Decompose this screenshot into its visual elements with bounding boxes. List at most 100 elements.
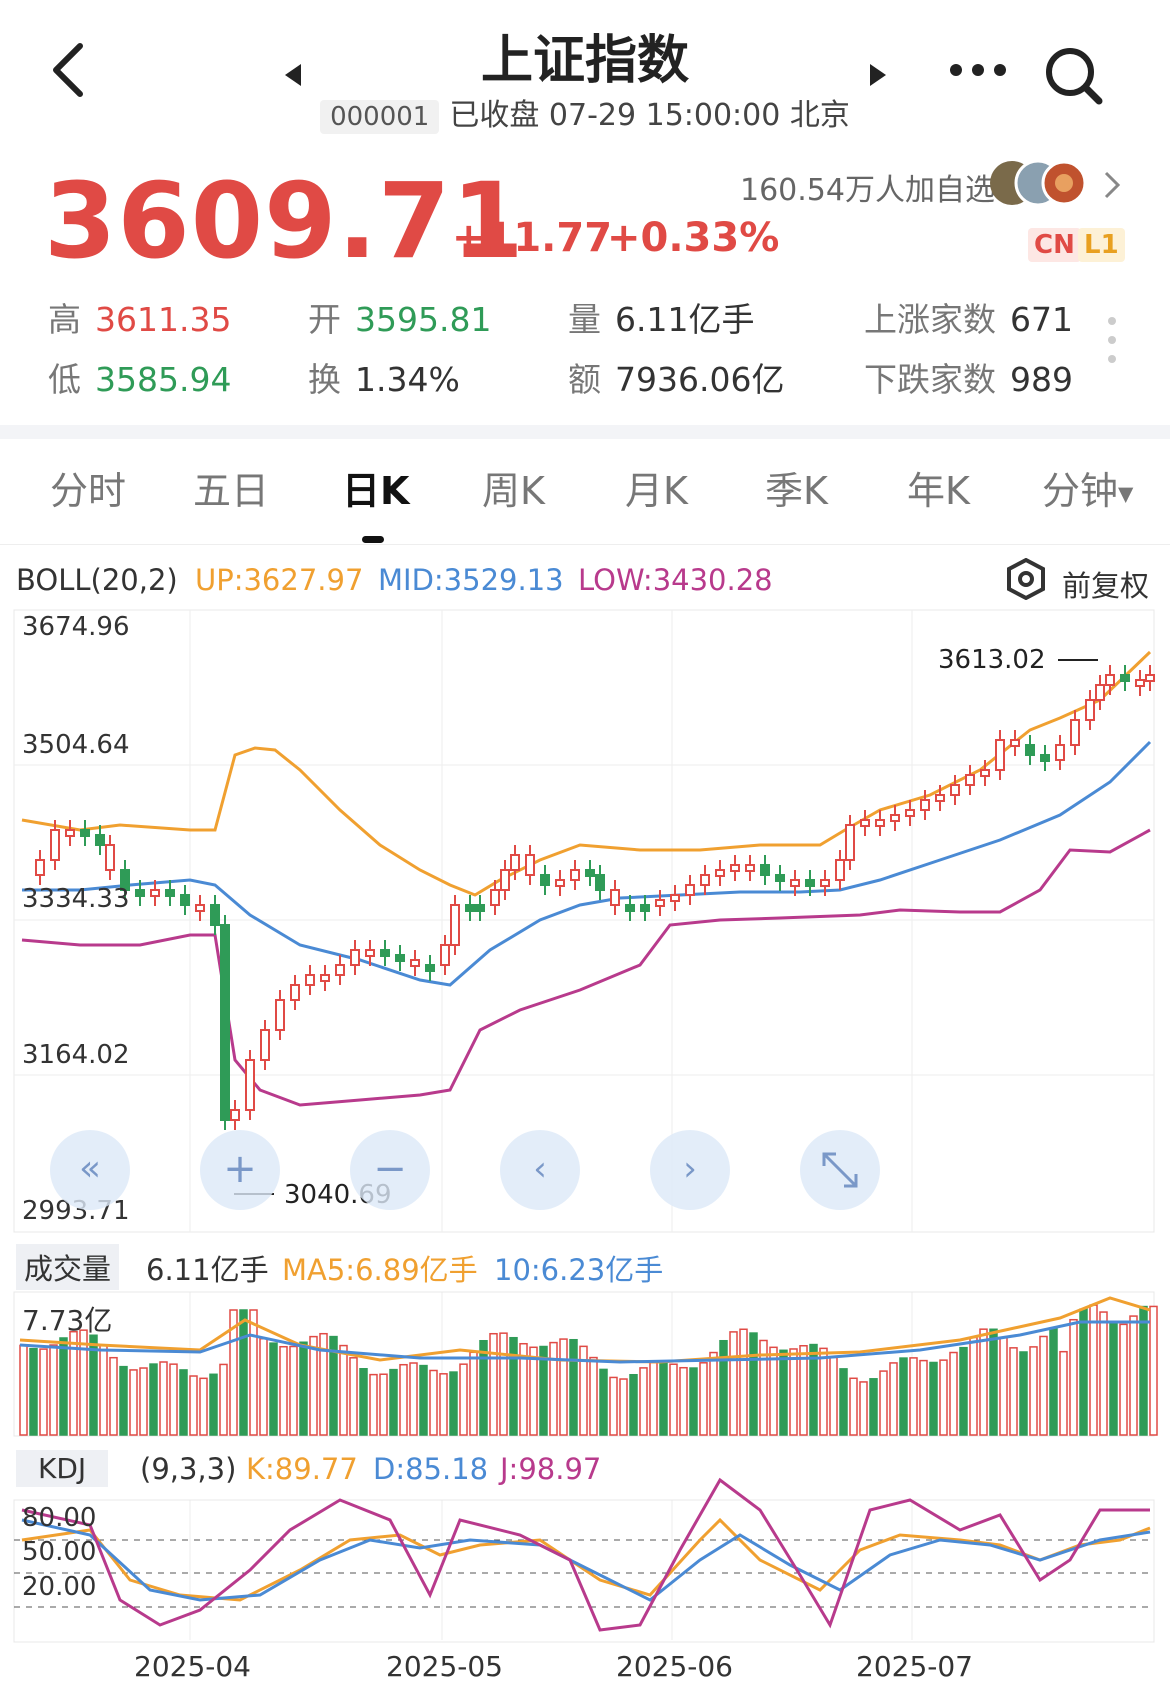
candle-body-73	[1070, 719, 1080, 746]
tab-yearly-k[interactable]: 年K	[907, 469, 970, 513]
scroll-left-fast-button[interactable]: «	[50, 1130, 130, 1210]
next-stock-icon[interactable]	[868, 62, 888, 92]
volume-bar-640	[639, 1367, 648, 1436]
volume-bar-1040	[1039, 1335, 1048, 1436]
candle-body-50	[730, 864, 740, 872]
candle-body-57	[835, 859, 845, 881]
tabs-divider	[0, 544, 1170, 545]
volume-bar-680	[679, 1366, 688, 1436]
boll-mid: MID:3529.13	[378, 563, 564, 597]
l1-badge: L1	[1078, 228, 1125, 262]
search-icon[interactable]	[1043, 45, 1105, 111]
tab-intraday[interactable]: 分时	[50, 469, 127, 513]
scroll-left-button[interactable]: ‹	[500, 1130, 580, 1210]
candle-body-45	[655, 899, 665, 907]
candle-body-56	[820, 879, 830, 887]
candle-body-46	[670, 894, 680, 902]
tab-minute[interactable]: 分钟▼	[1042, 469, 1134, 513]
candle-body-59	[860, 819, 870, 827]
candle-body-17	[260, 1029, 270, 1061]
current-price: 3609.71	[44, 160, 525, 282]
tab-quarterly-k[interactable]: 季K	[765, 469, 828, 513]
volume-bar-40	[39, 1348, 48, 1436]
volume-bar-160	[159, 1361, 168, 1436]
volume-bar-1070	[1069, 1318, 1078, 1436]
candle-body-70	[1025, 744, 1035, 756]
fullscreen-button[interactable]	[800, 1130, 880, 1210]
volume-bar-230	[229, 1309, 238, 1436]
candle-body-36	[525, 854, 535, 876]
candle-body-48	[700, 874, 710, 886]
adjust-mode[interactable]: 前复权	[1062, 569, 1150, 603]
volume-ma5: MA5:6.89亿手	[282, 1253, 478, 1287]
volume-value: 6.11亿手	[146, 1253, 269, 1287]
tab-daily-k[interactable]: 日K	[342, 469, 410, 513]
volume-bar-590	[589, 1356, 598, 1436]
volume-bar-110	[109, 1356, 118, 1436]
settings-icon[interactable]	[1006, 557, 1046, 604]
volume-ma10: 10:6.23亿手	[494, 1253, 664, 1287]
candle-body-72	[1055, 744, 1065, 761]
scroll-right-button[interactable]: ›	[650, 1130, 730, 1210]
volume-bar-670	[669, 1363, 678, 1436]
chevron-right-icon[interactable]	[1103, 170, 1121, 204]
candle-body-37	[540, 874, 550, 886]
stats-more-icon[interactable]	[1106, 315, 1118, 369]
volume-bar-240	[239, 1309, 248, 1436]
volume-bar-1010	[1009, 1347, 1018, 1436]
stock-code: 000001	[320, 100, 440, 134]
volume-bar-470	[469, 1351, 478, 1436]
volume-bar-660	[659, 1360, 668, 1436]
volume-bar-540	[539, 1345, 548, 1436]
zoom-out-button[interactable]: −	[350, 1130, 430, 1210]
x-label-apr: 2025-04	[134, 1650, 251, 1683]
stat-volume: 量 6.11亿手	[568, 300, 755, 339]
volume-label: 成交量	[16, 1244, 120, 1290]
kdj-level-20: 20.00	[22, 1572, 97, 1602]
watcher-avatars[interactable]	[990, 158, 1087, 208]
boll-lower-line	[21, 828, 1151, 1107]
candle-body-7	[120, 869, 130, 891]
candle-body-47	[685, 884, 695, 896]
volume-bar-1130	[1129, 1315, 1138, 1436]
volume-bar-580	[579, 1345, 588, 1436]
volume-bar-790	[789, 1348, 798, 1436]
volume-bar-830	[829, 1356, 838, 1436]
watchers-count[interactable]: 160.54万人加自选	[740, 173, 995, 208]
candle-body-22	[335, 964, 345, 976]
candle-body-74	[1085, 699, 1095, 721]
candle-body-68	[995, 739, 1005, 771]
volume-bar-550	[549, 1341, 558, 1436]
volume-bar-620	[619, 1378, 628, 1436]
volume-bar-850	[849, 1377, 858, 1436]
kline-chart[interactable]	[0, 600, 1170, 1690]
more-icon[interactable]	[948, 62, 1008, 82]
tab-five-day[interactable]: 五日	[193, 469, 270, 513]
volume-bar-980	[979, 1328, 988, 1436]
volume-bar-290	[289, 1345, 298, 1436]
candle-body-58	[845, 824, 855, 861]
volume-bar-780	[779, 1349, 788, 1436]
page-title: 上证指数	[480, 31, 689, 91]
volume-bar-910	[909, 1357, 918, 1436]
prev-stock-icon[interactable]	[283, 62, 303, 92]
candle-body-75	[1095, 684, 1105, 701]
volume-bar-460	[459, 1363, 468, 1436]
back-icon[interactable]	[48, 40, 88, 100]
volume-bar-130	[129, 1369, 138, 1436]
volume-bar-920	[919, 1359, 928, 1436]
volume-bar-50	[49, 1344, 58, 1436]
candle-body-24	[365, 949, 375, 957]
candle-body-69	[1010, 739, 1020, 747]
candle-body-41	[595, 874, 605, 891]
zoom-in-button[interactable]: +	[200, 1130, 280, 1210]
volume-bar-360	[359, 1368, 368, 1436]
x-label-may: 2025-05	[386, 1650, 503, 1683]
tab-monthly-k[interactable]: 月K	[625, 469, 688, 513]
tab-weekly-k[interactable]: 周K	[482, 469, 545, 513]
kdj-d-line	[21, 1518, 1151, 1602]
dropdown-icon: ▼	[1118, 481, 1134, 506]
volume-bar-220	[219, 1363, 228, 1436]
volume-bar-960	[959, 1346, 968, 1436]
volume-bar-1110	[1109, 1321, 1118, 1436]
